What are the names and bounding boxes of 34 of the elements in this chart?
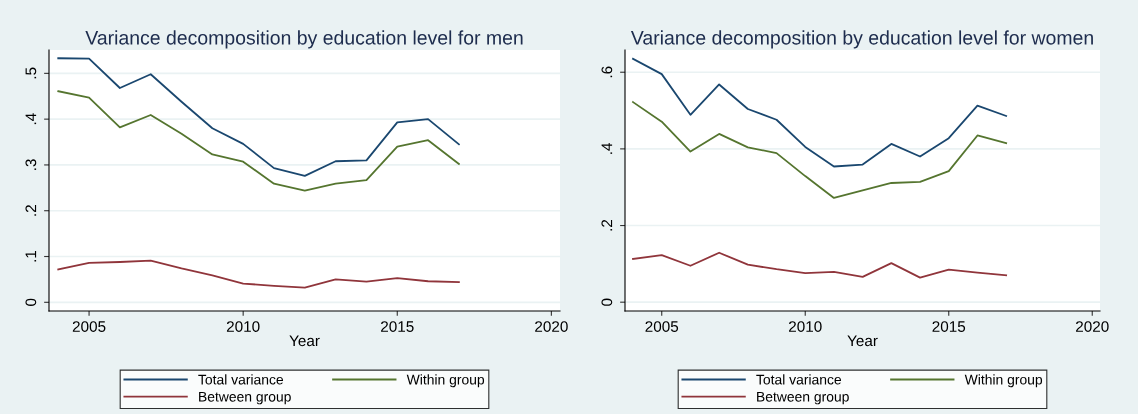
line-series <box>57 57 460 177</box>
x-tick-label: 2015 <box>932 321 966 332</box>
chart-title: Variance decomposition by education level for men <box>85 30 523 49</box>
legend-label: Between group <box>757 391 849 405</box>
y-tick-label: .4 <box>601 142 613 154</box>
x-tick-label: 2005 <box>645 321 679 332</box>
y-tick-label: .3 <box>25 159 37 170</box>
y-tick-label: .2 <box>601 219 613 231</box>
legend-label: Total variance <box>198 374 284 385</box>
legend-label: Within group <box>406 374 485 388</box>
y-tick-label: .5 <box>25 67 37 79</box>
x-tick-label: 2010 <box>226 321 260 332</box>
x-tick-label: 2005 <box>72 321 106 332</box>
y-tick-label: 0 <box>25 298 37 306</box>
x-tick-label: 2020 <box>535 321 568 332</box>
line-series <box>57 90 460 192</box>
x-tick-label: 2015 <box>381 321 414 332</box>
legend-label: Within group <box>964 374 1043 388</box>
y-tick-label: .6 <box>601 66 613 78</box>
x-axis-title: Year <box>289 335 320 347</box>
y-tick-label: .1 <box>25 250 37 262</box>
legend-label: Total variance <box>756 374 842 385</box>
chart-title: Variance decomposition by education level for women <box>630 30 1093 49</box>
y-tick-label: .4 <box>25 113 37 125</box>
x-tick-label: 2010 <box>789 321 822 332</box>
line-series <box>632 101 1008 199</box>
legend-label: Between group <box>199 391 291 405</box>
line-series <box>632 251 1008 279</box>
x-axis-title: Year <box>847 335 878 347</box>
line-series <box>57 259 460 289</box>
line-series <box>632 57 1008 168</box>
y-tick-label: 0 <box>601 298 613 306</box>
x-tick-label: 2020 <box>1076 321 1109 332</box>
y-tick-label: .2 <box>25 205 37 216</box>
